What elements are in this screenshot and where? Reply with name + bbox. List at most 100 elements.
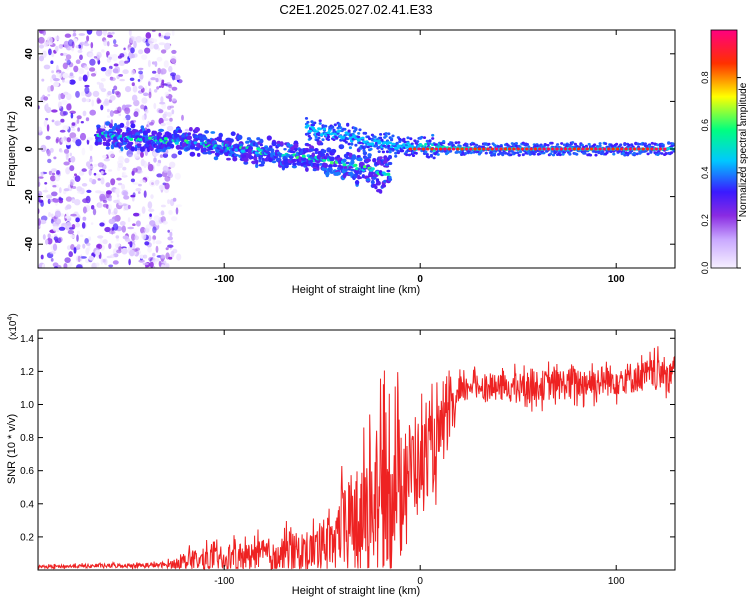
- y-tick-label: -20: [24, 189, 35, 204]
- spectrogram-noise-cell: [65, 153, 69, 161]
- spectrogram-band-cell: [166, 146, 171, 150]
- snr-y-axis-label: SNR (10 * v/v): [6, 414, 18, 484]
- spectrogram-tone-core: [624, 147, 628, 151]
- spectrogram-band-cell: [617, 149, 621, 153]
- spectrogram-noise-cell: [70, 156, 76, 163]
- spectrogram-noise-cell: [40, 254, 44, 260]
- spectrogram-noise-cell: [169, 161, 176, 168]
- spectrogram-noise-cell: [75, 223, 80, 227]
- spectrogram-band-cell: [508, 145, 512, 149]
- spectrogram-noise-cell: [81, 147, 86, 156]
- spectrogram-tone-core: [654, 147, 658, 151]
- spectrogram-tone-core: [550, 147, 555, 151]
- spectrogram-noise-cell: [65, 167, 71, 175]
- spectrogram-band-cell: [233, 154, 239, 157]
- spectrogram-band-cell: [368, 137, 372, 141]
- spectrogram-band-cell: [371, 179, 375, 185]
- spectrogram-peak-cell: [254, 151, 259, 155]
- spectrogram-band-cell: [339, 126, 343, 129]
- spectrogram-noise-cell: [152, 257, 156, 263]
- spectrogram-noise-cell: [82, 110, 87, 117]
- snr-panel: -100 0 100 0.2 0.4 0.6 0.8 1.0 1.2 1.4 Height of…: [6, 313, 676, 597]
- spectrogram-band-cell: [271, 141, 277, 147]
- spectrogram-noise-cell: [38, 218, 41, 226]
- spectrogram-band-cell: [111, 131, 117, 134]
- spectrogram-noise-cell: [64, 33, 72, 38]
- spectrogram-noise-cell: [80, 91, 86, 96]
- spectrogram-noise-cell: [113, 63, 119, 67]
- spectrogram-noise-cell: [100, 78, 106, 82]
- spectrogram-band-cell: [409, 137, 413, 141]
- spectrogram-noise-cell: [138, 183, 142, 187]
- spectrogram-noise-cell: [46, 124, 50, 132]
- spectrogram-noise-cell: [108, 56, 112, 60]
- spectrogram-noise-cell: [147, 247, 153, 253]
- spectrogram-noise-cell: [88, 169, 92, 176]
- spectrogram-noise-cell: [152, 70, 157, 74]
- spectrogram-noise-cell: [43, 64, 51, 70]
- spectrogram-band-cell: [457, 141, 461, 144]
- spectrogram-noise-cell: [170, 72, 177, 77]
- spectrogram-band-cell: [372, 158, 377, 163]
- spectrogram-noise-cell: [45, 103, 49, 110]
- spectrogram-noise-cell: [154, 89, 158, 93]
- spectrogram-noise-cell: [56, 71, 60, 78]
- spectrogram-noise-cell: [41, 78, 45, 82]
- spectrogram-noise-cell: [115, 187, 120, 195]
- spectrogram-noise-cell: [149, 213, 152, 217]
- spectrogram-band-cell: [309, 136, 313, 140]
- spectrogram-band-cell: [514, 142, 519, 145]
- spectrogram-noise-cell: [90, 42, 94, 49]
- spectrogram-noise-cell: [141, 206, 146, 214]
- spectrogram-tone-core: [658, 147, 663, 151]
- spectrogram-peak-cell: [234, 148, 239, 152]
- spectrogram-peak-cell: [313, 128, 317, 132]
- spectrogram-band-cell: [350, 142, 354, 146]
- spectrogram-noise-cell: [164, 182, 170, 190]
- spectrogram-noise-cell: [72, 137, 79, 140]
- snr-x-axis-label: Height of straight line (km): [292, 585, 420, 597]
- spectrogram-band-cell: [304, 117, 309, 120]
- snr-frame: [37, 329, 676, 571]
- colorbar-ticks: 0.0 0.2 0.4 0.6 0.8: [700, 71, 741, 274]
- spectrogram-noise-cell: [106, 190, 112, 195]
- spectrogram-band-cell: [455, 150, 459, 154]
- spectrogram-noise-cell: [170, 55, 177, 64]
- spectrogram-band-cell: [487, 142, 491, 146]
- spectrogram-noise-cell: [44, 182, 48, 185]
- spectrogram-noise-cell: [75, 59, 81, 64]
- spectrogram-noise-cell: [129, 77, 135, 82]
- spectrogram-noise-cell: [108, 208, 111, 215]
- spectrogram-tone-core: [499, 147, 503, 151]
- spectrogram-noise-cell: [99, 193, 106, 201]
- spectrogram-band-cell: [350, 168, 355, 172]
- spectrogram-band-cell: [465, 143, 469, 146]
- spectrogram-tone-core: [568, 147, 572, 151]
- spectrogram-noise-cell: [119, 53, 125, 58]
- spectrogram-band-cell: [391, 134, 395, 138]
- y-tick-label: 1.0: [20, 400, 34, 411]
- spectrogram-tone-core: [507, 147, 512, 151]
- spectrogram-band-cell: [258, 158, 262, 163]
- spectrogram-noise-cell: [153, 43, 159, 50]
- spectrogram-noise-cell: [171, 97, 177, 102]
- spectrogram-noise-cell: [137, 79, 141, 82]
- spectrogram-band-cell: [97, 141, 102, 145]
- spectrogram-noise-cell: [76, 118, 80, 124]
- spectrogram-band-cell: [312, 168, 317, 172]
- spectrogram-noise-cell: [132, 85, 138, 93]
- spectrogram-tone-core: [516, 147, 520, 151]
- spectrogram-noise-cell: [69, 132, 77, 139]
- spectrogram-band-cell: [344, 168, 349, 172]
- spectrogram-peak-cell: [328, 129, 332, 132]
- spectrogram-band-cell: [571, 141, 575, 144]
- spectrogram-tone-core: [602, 147, 607, 151]
- spectrogram-noise-cell: [138, 85, 144, 90]
- spectrogram-band-cell: [381, 184, 387, 188]
- spectrogram-band-cell: [551, 153, 556, 157]
- spectrogram-band-cell: [380, 138, 384, 142]
- spectrogram-noise-cell: [75, 217, 80, 223]
- spectrogram-noise-cell: [141, 232, 145, 239]
- spectrogram-noise-cell: [66, 59, 71, 65]
- spectrogram-noise-cell: [119, 78, 125, 82]
